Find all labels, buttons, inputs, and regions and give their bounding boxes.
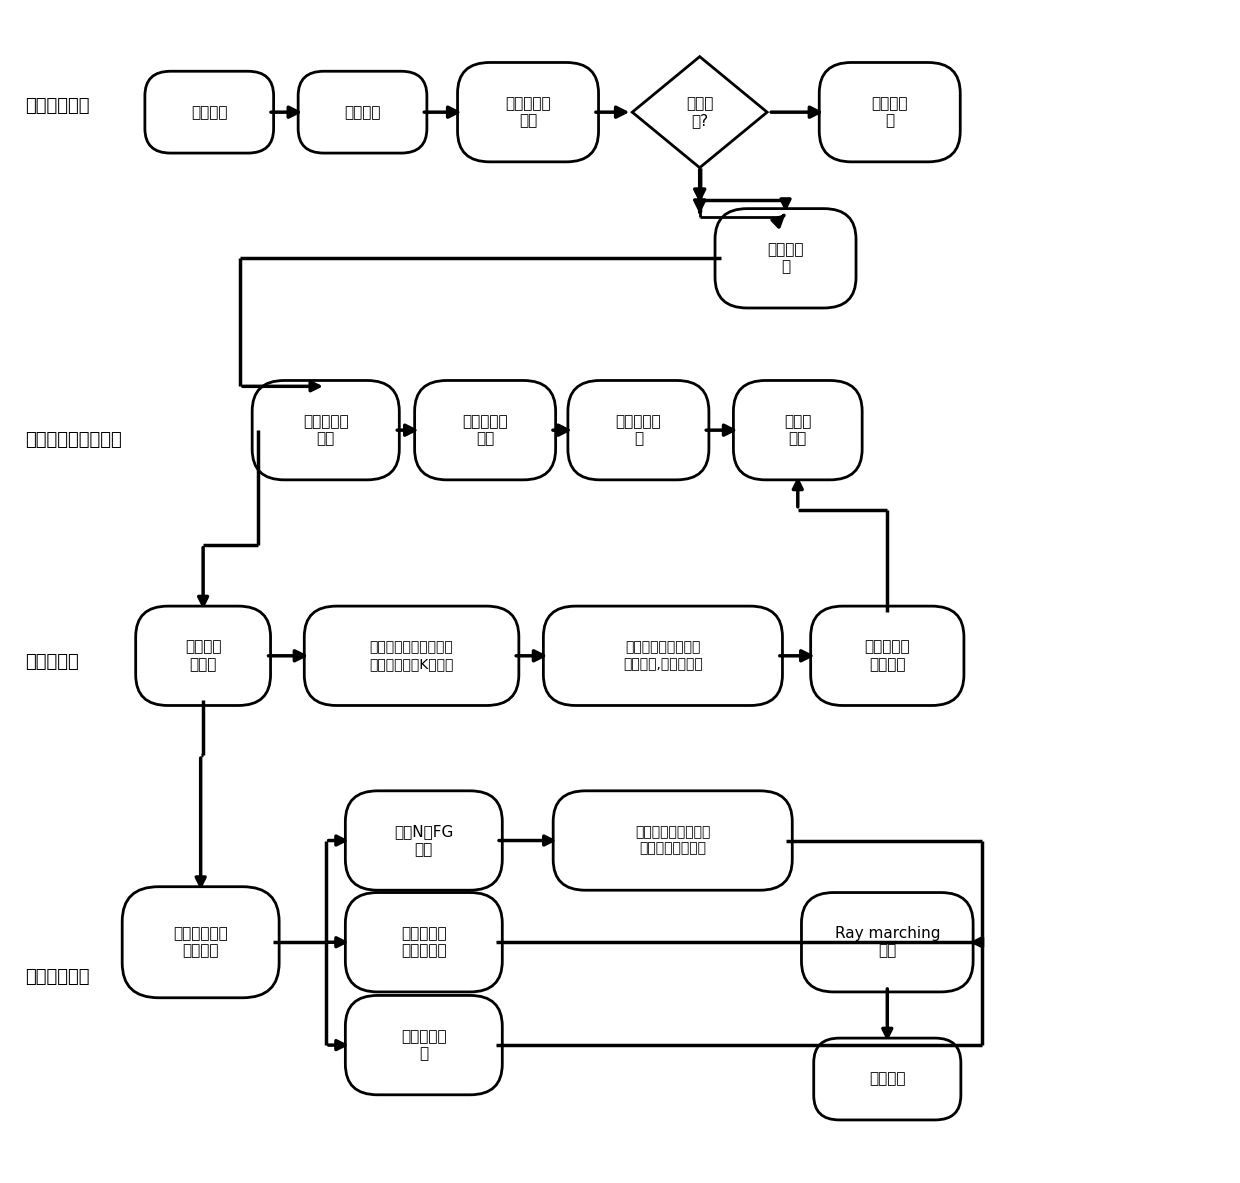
FancyBboxPatch shape bbox=[458, 63, 599, 162]
FancyBboxPatch shape bbox=[346, 995, 502, 1094]
FancyBboxPatch shape bbox=[252, 381, 399, 480]
Text: 计算着色点幅射度计
算材质器,得到颜色值: 计算着色点幅射度计 算材质器,得到颜色值 bbox=[622, 641, 703, 671]
FancyBboxPatch shape bbox=[733, 381, 862, 480]
Text: 保存着色点
到预缓存: 保存着色点 到预缓存 bbox=[864, 640, 910, 672]
FancyBboxPatch shape bbox=[543, 606, 782, 705]
Text: 获取场景: 获取场景 bbox=[191, 104, 227, 119]
Polygon shape bbox=[632, 57, 768, 168]
FancyBboxPatch shape bbox=[346, 790, 502, 891]
Text: Ray marching
渲染: Ray marching 渲染 bbox=[835, 926, 940, 958]
FancyBboxPatch shape bbox=[811, 606, 963, 705]
Text: 聚集渲染阶段: 聚集渲染阶段 bbox=[25, 969, 89, 987]
FancyBboxPatch shape bbox=[304, 606, 518, 705]
Text: 预缓存阶段: 预缓存阶段 bbox=[25, 653, 79, 671]
Text: 自适应视线
划分: 自适应视线 划分 bbox=[463, 414, 508, 446]
Text: 光线跟踪，选
取着色点: 光线跟踪，选 取着色点 bbox=[174, 926, 228, 958]
FancyBboxPatch shape bbox=[414, 381, 556, 480]
Text: 找出光子密
集区: 找出光子密 集区 bbox=[303, 414, 348, 446]
Text: 在交点处获取预缓存
中颜色值并作平均: 在交点处获取预缓存 中颜色值并作平均 bbox=[635, 826, 711, 855]
FancyBboxPatch shape bbox=[715, 208, 856, 308]
Text: 由焦散光子
图计算焦散: 由焦散光子 图计算焦散 bbox=[401, 926, 446, 958]
Text: 光子跟踪阶段: 光子跟踪阶段 bbox=[25, 97, 89, 115]
Text: 根据光子图搜寻半径内
着色点最邻近K个光子: 根据光子图搜寻半径内 着色点最邻近K个光子 bbox=[370, 641, 454, 671]
FancyBboxPatch shape bbox=[135, 606, 270, 705]
FancyBboxPatch shape bbox=[820, 63, 960, 162]
Text: 采样选取
着色点: 采样选取 着色点 bbox=[185, 640, 222, 672]
Text: 全局光子
图: 全局光子 图 bbox=[768, 243, 804, 274]
FancyBboxPatch shape bbox=[801, 892, 973, 991]
Text: 反射面保存
光子: 反射面保存 光子 bbox=[505, 96, 551, 129]
Text: 自适应实现划分阶段: 自适应实现划分阶段 bbox=[25, 431, 122, 448]
FancyBboxPatch shape bbox=[298, 71, 427, 153]
FancyBboxPatch shape bbox=[346, 892, 502, 991]
Text: 最终图像: 最终图像 bbox=[869, 1072, 905, 1086]
FancyBboxPatch shape bbox=[568, 381, 709, 480]
Text: 光子追踪: 光子追踪 bbox=[345, 104, 381, 119]
Text: 焦散光子
图: 焦散光子 图 bbox=[872, 96, 908, 129]
Text: 计算直接光
照: 计算直接光 照 bbox=[401, 1029, 446, 1061]
Text: 发射N条FG
射线: 发射N条FG 射线 bbox=[394, 825, 454, 856]
Text: 是否焦
散?: 是否焦 散? bbox=[686, 96, 713, 129]
FancyBboxPatch shape bbox=[123, 887, 279, 997]
Text: 确定聚类中
心: 确定聚类中 心 bbox=[615, 414, 661, 446]
Text: 辐射度
估计: 辐射度 估计 bbox=[784, 414, 811, 446]
FancyBboxPatch shape bbox=[145, 71, 274, 153]
FancyBboxPatch shape bbox=[553, 790, 792, 891]
FancyBboxPatch shape bbox=[813, 1039, 961, 1120]
